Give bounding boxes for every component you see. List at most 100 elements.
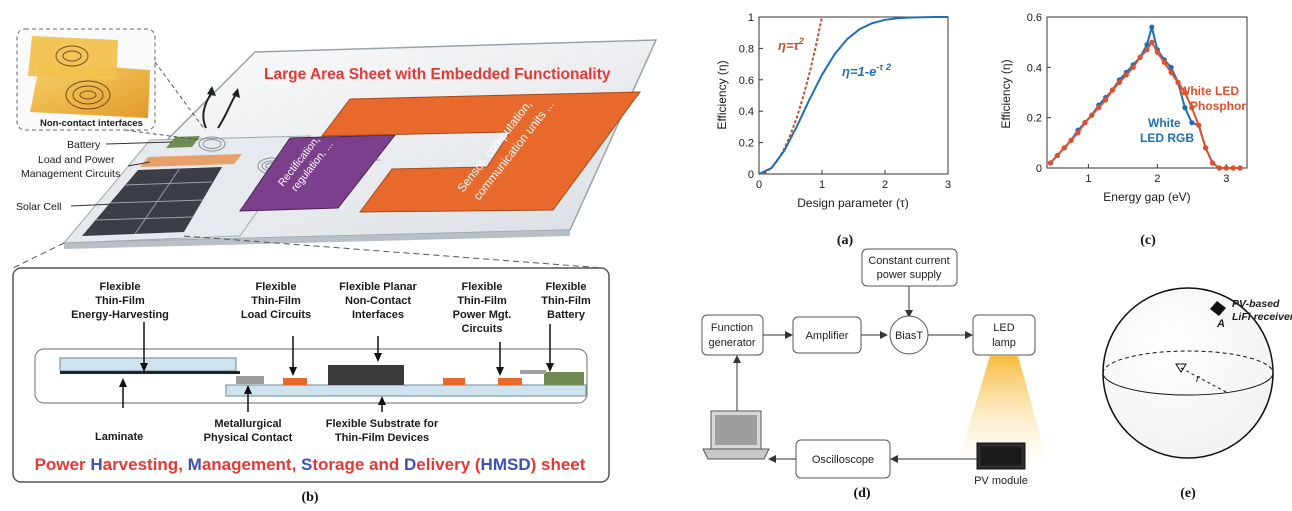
chart-c-data-point [1103, 97, 1109, 103]
inset-sheet-top [28, 36, 118, 80]
harvest-label-line: Energy-Harvesting [71, 309, 169, 321]
up-arrow-head [232, 88, 240, 98]
hmsd-title-part: Power [35, 455, 91, 474]
led-lamp-box [972, 314, 1036, 356]
load-label-line: Flexible [256, 281, 297, 293]
metallurgical-label-2: Physical Contact [204, 432, 293, 444]
chart-a-plot-area [758, 16, 949, 175]
oscilloscope-label: Oscilloscope [812, 454, 874, 466]
rectification-block [239, 134, 397, 212]
zoom-dash-line [12, 242, 65, 269]
constant-current-label-2: power supply [877, 269, 942, 281]
legend-rgb-1: White [1148, 116, 1181, 130]
hmsd-title-part: arvesting, [103, 455, 188, 474]
chart-c-data-point [1116, 79, 1123, 86]
chart-c-data-point [1216, 165, 1223, 171]
hmsd-title-letter: D [404, 455, 416, 474]
chart-a-label-blue: η=1-e-τ 2 [842, 62, 891, 79]
biast-label: BiasT [895, 330, 923, 342]
inset-coil-icon [55, 45, 111, 110]
legend-phosphor-1: White LED [1179, 84, 1239, 98]
harvester-film [60, 371, 240, 374]
solar-grid-line [95, 216, 194, 221]
solar-grid-line [134, 167, 181, 235]
planar-interface-chip [328, 365, 404, 385]
chart-a-xlabel: Design parameter (τ) [797, 196, 908, 210]
panel-d: Constant current power supply Function g… [701, 248, 1046, 501]
chart-a-ylabel: Efficiency (η) [715, 60, 729, 129]
metallurgical-arrow-head [244, 385, 252, 394]
chart-c-xtick-label: 3 [1223, 173, 1229, 185]
chart-c-axes: 1 2 3 0 0.2 0.4 0.6 [1027, 12, 1230, 185]
sheet-title: Large Area Sheet with Embedded Functiona… [264, 66, 611, 83]
observer-icon [1175, 363, 1187, 373]
contact-layer [236, 376, 264, 384]
chart-a-label-red: η=τ2 [778, 36, 804, 53]
laminate-label: Laminate [95, 431, 143, 443]
chart-c-ytick-label: 0.6 [1027, 12, 1042, 24]
constant-current-label-1: Constant current [868, 255, 949, 267]
chart-c-data-point [1203, 145, 1209, 151]
radius-line [1180, 367, 1227, 393]
chart-a-series [758, 16, 948, 175]
function-generator-box [701, 314, 764, 356]
chart-c-data-point [1196, 122, 1202, 128]
legend-phosphor-2: Phosphor [1190, 99, 1246, 113]
caption-c: (c) [1140, 233, 1156, 248]
load-leader [127, 161, 151, 167]
substrate-label-2: Thin-Film Devices [335, 432, 429, 444]
metallurgical-label-1: Metallurgical [214, 418, 281, 430]
chart-c-data-point [1061, 145, 1067, 151]
chart-c-data-point [1075, 130, 1081, 136]
chart-c-series [1047, 24, 1243, 171]
panel-b: Rectification, regulation, ... Sensor, c… [12, 28, 658, 505]
inset-dash-line [124, 129, 201, 141]
function-generator-label-1: Function [711, 322, 753, 334]
panel-e: r A PV-based LiFi receiver (e) [1102, 287, 1292, 501]
load-arrow-head [289, 367, 297, 376]
chart-c-data-point [1161, 59, 1167, 65]
power-label-line: Circuits [462, 323, 503, 335]
load-power-label-1: Load and Power [38, 154, 115, 166]
chart-c-xtick-label: 1 [1085, 173, 1091, 185]
chart-c-data-point [1137, 54, 1143, 60]
load-label-line: Thin-Film [251, 295, 301, 307]
chart-c-data-point [1209, 160, 1216, 166]
pv-module-cell [979, 445, 1023, 467]
hmsd-title-letter: M [188, 455, 202, 474]
battery-leader [105, 141, 173, 145]
chart-c-data-point [1054, 152, 1060, 159]
sheet-edge [64, 230, 570, 249]
planar-arrow-head [374, 353, 382, 362]
chart-c-data-point [1144, 47, 1150, 53]
radius-label: r [1196, 373, 1201, 385]
power-label: Flexible Thin-Film Power Mgt. Circuits [453, 281, 512, 335]
substrate-layer [225, 384, 587, 397]
planar-label-line: Flexible Planar [339, 281, 417, 293]
load-circuit-strip [140, 154, 242, 167]
hmsd-title-part: torage and [312, 455, 404, 474]
load-circuit-chip [283, 378, 307, 385]
chart-a-ytick-label: 0.4 [739, 106, 754, 118]
chart-c-ytick-label: 0 [1036, 163, 1042, 175]
load-label-line: Load Circuits [241, 309, 311, 321]
chart-c-data-point [1154, 49, 1160, 55]
sensor-block [320, 91, 642, 213]
chart-a: 0 1 2 300.20.40.60.81 Design parameter (τ) … [715, 12, 951, 248]
hmsd-title-letter: H [90, 455, 102, 474]
solar-grid-line [109, 199, 204, 204]
battery-film-label-line: Thin-Film [541, 295, 591, 307]
planar-label-line: Non-Contact [345, 295, 411, 307]
battery-film-label-line: Battery [547, 309, 586, 321]
up-arrow-icon [217, 93, 237, 129]
chart-c-data-point [1189, 120, 1195, 126]
caption-d: (d) [853, 486, 870, 501]
solar-leader [70, 203, 116, 207]
load-label: Flexible Thin-Film Load Circuits [241, 281, 311, 321]
fg-to-amp-arrow-head [785, 331, 793, 339]
chart-c-data-point [1047, 160, 1054, 166]
up-arrow-icon [202, 91, 213, 129]
chart-c-xtick-label: 2 [1154, 173, 1160, 185]
chart-c-data-point [1189, 105, 1195, 111]
zoom-dash-line [183, 235, 604, 269]
